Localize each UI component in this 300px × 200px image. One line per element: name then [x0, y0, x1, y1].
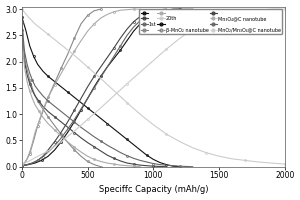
Legend: , , 1st, , , 20th, , β-MnO₂ nanotube, , Mn₃O₄@C nanotube, , MnO₂/Mn₃O₄@C nanotub: , , 1st, , , 20th, , β-MnO₂ nanotube, , …	[139, 9, 282, 34]
X-axis label: Speciffc Capacity (mAh/g): Speciffc Capacity (mAh/g)	[99, 185, 208, 194]
